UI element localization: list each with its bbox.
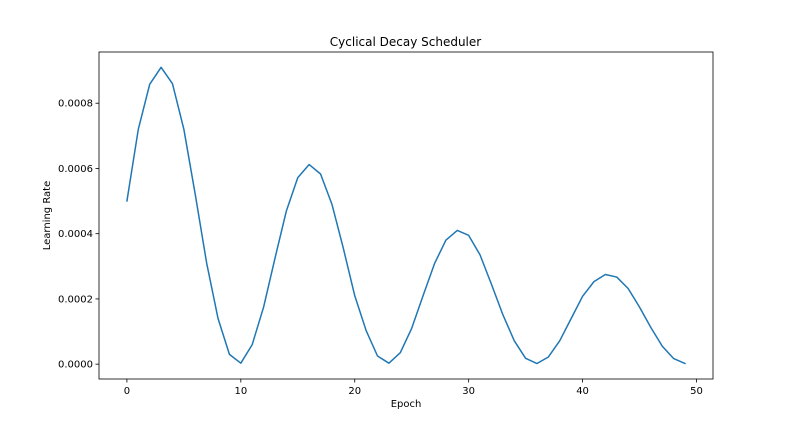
- plot-area: 0 10 20 30 40 50 0.00000.00020.00040.00060.00…: [58, 51, 714, 397]
- x-tick-label: 10: [234, 386, 247, 397]
- x-tick-label: 50: [690, 386, 703, 397]
- y-tick-label: 0.0000: [58, 360, 93, 371]
- x-axis-label: Epoch: [391, 399, 422, 410]
- y-tick-label: 0.0002: [58, 294, 93, 305]
- x-tick-label: 20: [348, 386, 361, 397]
- x-tick-label: 0: [124, 386, 130, 397]
- y-axis: 0.0000 0.0002 0.0004 0.0006 0.0008: [58, 99, 99, 371]
- y-tick-label: 0.0008: [58, 99, 93, 110]
- x-tick-label: 30: [462, 386, 475, 397]
- axes-frame: [98, 51, 714, 380]
- chart-title: Cyclical Decay Scheduler: [330, 35, 481, 49]
- y-tick-label: 0.0004: [58, 229, 93, 240]
- x-tick-label: 40: [576, 386, 589, 397]
- y-tick-label: 0.0006: [58, 164, 93, 175]
- x-axis: 0 10 20 30 40 50: [124, 379, 703, 397]
- series-line: [126, 66, 686, 365]
- y-axis-label: Learning Rate: [42, 181, 53, 251]
